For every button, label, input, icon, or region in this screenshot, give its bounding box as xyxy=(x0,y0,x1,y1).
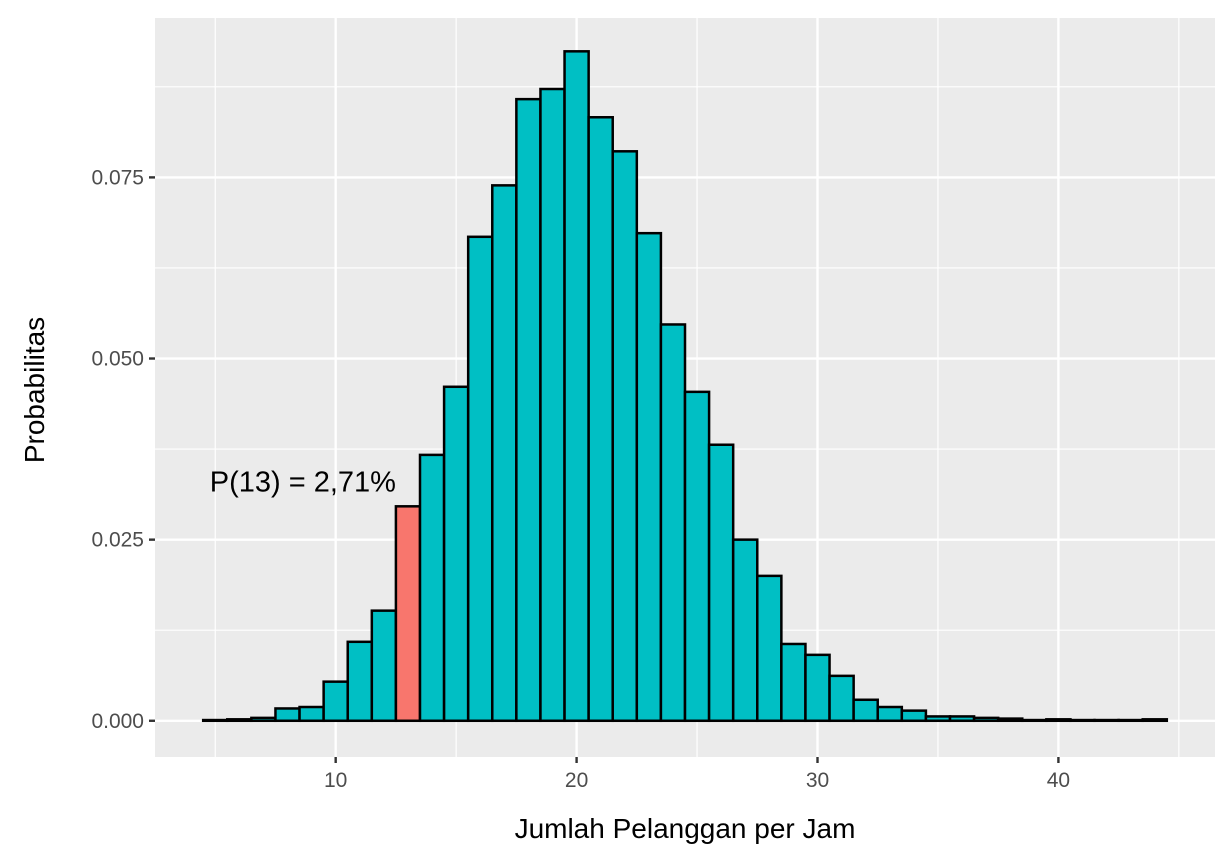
x-tick-label: 30 xyxy=(806,769,829,792)
bar xyxy=(274,707,301,723)
bar xyxy=(876,705,904,723)
bar xyxy=(948,715,976,723)
bar xyxy=(346,640,374,723)
bar xyxy=(852,698,879,723)
bar xyxy=(1117,718,1144,723)
bar xyxy=(683,390,711,723)
bar xyxy=(539,87,566,723)
x-tick-label: 10 xyxy=(324,769,347,792)
bar xyxy=(756,574,783,723)
bar xyxy=(1141,718,1169,723)
bar-highlight xyxy=(394,505,422,723)
bar xyxy=(418,453,446,723)
bar xyxy=(515,97,542,723)
bar xyxy=(996,717,1024,723)
bar xyxy=(731,538,759,723)
y-tick-label: 0.075 xyxy=(91,166,144,189)
bar xyxy=(611,150,639,723)
bar xyxy=(1069,718,1096,723)
bar xyxy=(322,680,349,723)
bar xyxy=(1093,718,1120,723)
x-tick-label: 40 xyxy=(1047,769,1070,792)
bar xyxy=(659,323,687,723)
bar xyxy=(828,674,855,723)
bar xyxy=(442,385,470,723)
bar xyxy=(491,184,518,723)
bar xyxy=(250,716,277,723)
bar xyxy=(587,116,614,723)
highlight-annotation: P(13) = 2,71% xyxy=(210,466,396,498)
bar xyxy=(804,653,831,723)
bar xyxy=(780,642,807,723)
axes: 0.000 0.025 0.050 0.075 10 20 30 40 xyxy=(91,166,1070,792)
bar xyxy=(201,718,229,723)
bar xyxy=(635,231,663,723)
bar xyxy=(298,705,325,723)
bar xyxy=(707,443,735,723)
bar xyxy=(1045,718,1072,723)
bar xyxy=(924,715,952,723)
bars xyxy=(201,50,1169,723)
x-tick-label: 20 xyxy=(565,769,588,792)
bar xyxy=(466,235,494,723)
bar xyxy=(370,609,398,723)
bar xyxy=(226,718,253,723)
y-tick-label: 0.000 xyxy=(91,710,144,733)
y-tick-label: 0.025 xyxy=(91,529,144,552)
bar xyxy=(972,716,1000,723)
bar xyxy=(900,709,928,723)
y-tick-label: 0.050 xyxy=(91,348,144,371)
y-axis-label: Probabilitas xyxy=(19,317,50,463)
bar xyxy=(563,50,590,723)
bar xyxy=(1021,718,1048,723)
x-axis-label: Jumlah Pelanggan per Jam xyxy=(515,813,856,844)
